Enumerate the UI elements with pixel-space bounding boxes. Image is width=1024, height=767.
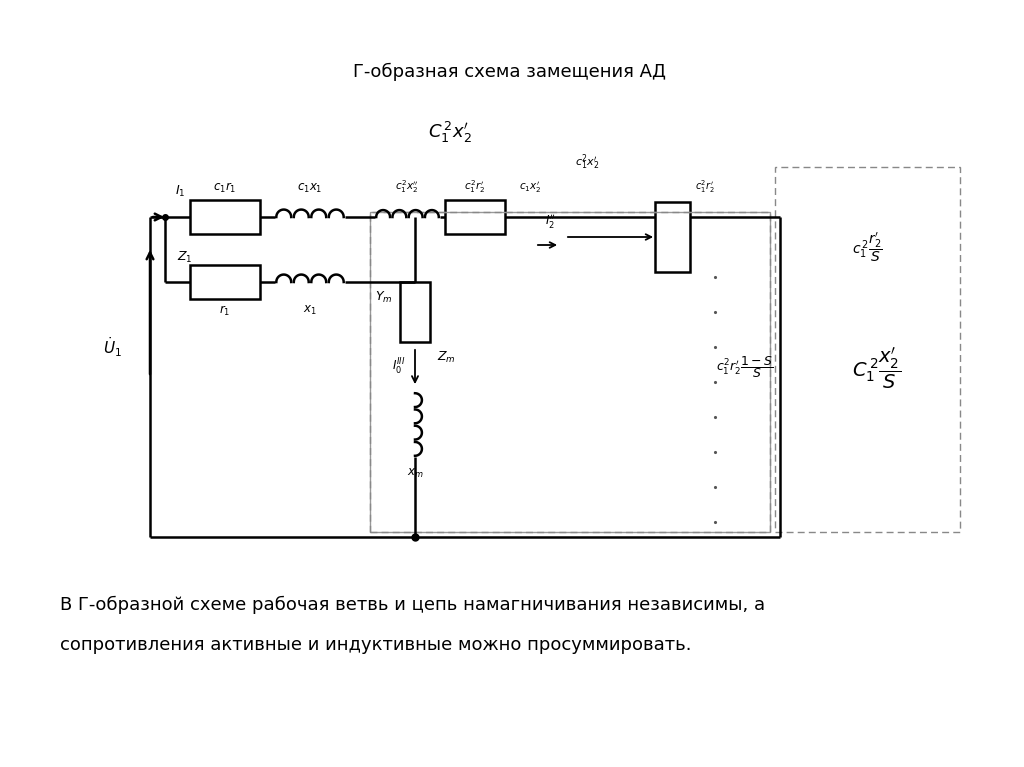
Bar xyxy=(655,202,690,272)
Bar xyxy=(775,167,961,532)
Text: $c_1^2 x_2'$: $c_1^2 x_2'$ xyxy=(575,152,600,172)
Text: сопротивления активные и индуктивные можно просуммировать.: сопротивления активные и индуктивные мож… xyxy=(60,636,691,654)
Bar xyxy=(445,200,505,234)
Text: $c_1^2 x_2''$: $c_1^2 x_2''$ xyxy=(395,178,419,195)
Text: $I_0^{III}$: $I_0^{III}$ xyxy=(391,357,406,377)
Text: $Z_1$: $Z_1$ xyxy=(177,249,193,265)
Text: В Г-образной схеме рабочая ветвь и цепь намагничивания независимы, а: В Г-образной схеме рабочая ветвь и цепь … xyxy=(60,596,765,614)
Text: $c_1 x_2'$: $c_1 x_2'$ xyxy=(519,179,542,195)
Bar xyxy=(400,282,430,342)
Text: $c_1^2r_2'$: $c_1^2r_2'$ xyxy=(465,178,485,195)
Text: $\dot{U}_1$: $\dot{U}_1$ xyxy=(103,335,122,359)
Bar xyxy=(190,200,260,234)
Bar xyxy=(370,212,770,532)
Text: $x_m$: $x_m$ xyxy=(407,467,423,480)
Text: $I_1$: $I_1$ xyxy=(175,184,185,199)
Text: $Z_m$: $Z_m$ xyxy=(437,350,456,364)
Text: $r_1$: $r_1$ xyxy=(219,304,230,318)
Text: $Y_m$: $Y_m$ xyxy=(376,289,393,304)
Text: $c_1^2r_2'$: $c_1^2r_2'$ xyxy=(695,178,715,195)
Text: $x_1$: $x_1$ xyxy=(303,304,316,317)
Text: $c_1r_1$: $c_1r_1$ xyxy=(213,181,237,195)
Text: $c_1x_1$: $c_1x_1$ xyxy=(297,182,323,195)
Bar xyxy=(190,265,260,299)
Text: $I_2''$: $I_2''$ xyxy=(545,212,555,230)
Text: Г-образная схема замещения АД: Г-образная схема замещения АД xyxy=(353,63,667,81)
Text: $C_1^{\,2}x_2'$: $C_1^{\,2}x_2'$ xyxy=(428,120,472,145)
Text: $C_1^{\,2}\dfrac{x_2'}{S}$: $C_1^{\,2}\dfrac{x_2'}{S}$ xyxy=(852,345,901,390)
Text: $c_1^2 r_2'\dfrac{1-S}{S}$: $c_1^2 r_2'\dfrac{1-S}{S}$ xyxy=(716,354,774,380)
Bar xyxy=(370,212,770,532)
Text: $c_1^{\,2}\dfrac{r_2'}{S}$: $c_1^{\,2}\dfrac{r_2'}{S}$ xyxy=(852,231,883,264)
